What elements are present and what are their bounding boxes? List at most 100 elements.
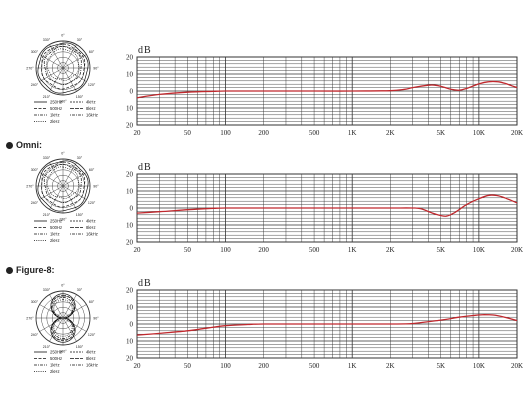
polar-angle-label: 210° — [43, 95, 51, 99]
legend-label: 16kHz — [86, 363, 98, 368]
x-tick-label: 1K — [348, 129, 357, 137]
polar-angle-label: 240° — [31, 201, 39, 205]
x-tick-label: 10K — [473, 246, 485, 254]
y-tick-label: 20 — [126, 355, 134, 363]
polar-diagrams: 0° 30° 60° 90° 120° 150° 180° 210° 240° 270° 300° 3… — [26, 34, 99, 375]
polar-angle-label: 240° — [31, 333, 39, 337]
legend-label: 500Hz — [50, 225, 62, 230]
bullet-icon — [6, 267, 13, 274]
polar-spoke — [62, 67, 87, 82]
legend-label: 4kHz — [86, 350, 96, 355]
x-tick-label: 200 — [258, 246, 269, 254]
polar-spoke — [39, 317, 64, 332]
x-tick-label: 20 — [134, 362, 142, 370]
legend-label: 8kHz — [86, 106, 96, 111]
polar-trace — [43, 46, 82, 85]
polar-spoke — [62, 172, 87, 187]
polar-spoke — [49, 317, 64, 342]
polar-spoke — [39, 304, 64, 319]
polar-angle-label: 150° — [76, 95, 84, 99]
x-tick-label: 10K — [473, 129, 485, 137]
y-tick-label: 10 — [126, 304, 134, 312]
polar-angle-label: 180° — [59, 350, 67, 354]
x-tick-label: 20 — [134, 246, 142, 254]
x-tick-label: 50 — [184, 362, 192, 370]
y-tick-label: 10 — [126, 188, 134, 196]
legend-label: 4kHz — [86, 100, 96, 105]
polar-spoke — [62, 317, 77, 342]
figure8-label-text: Figure-8: — [16, 265, 55, 275]
polar-diagram-2: 0° 30° 60° 90° 120° 150° 180° 210° 240° 270° 300° 3… — [26, 152, 99, 244]
x-tick-label: 500 — [309, 129, 320, 137]
x-tick-label: 20K — [511, 246, 523, 254]
y-tick-label: 10 — [126, 71, 134, 79]
polar-angle-label: 120° — [88, 83, 96, 87]
polar-angle-label: 0° — [61, 34, 65, 38]
polar-trace — [50, 293, 76, 343]
x-tick-label: 50 — [184, 129, 192, 137]
polar-angle-label: 120° — [88, 333, 96, 337]
y-tick-label: 0 — [130, 321, 134, 329]
x-tick-label: 100 — [220, 246, 231, 254]
polar-spoke — [49, 294, 64, 319]
polar-angle-label: 60° — [89, 50, 95, 54]
polar-angle-label: 90° — [93, 317, 99, 321]
y-axis-label: dB — [138, 45, 152, 56]
x-tick-label: 2K — [386, 129, 395, 137]
x-tick-label: 100 — [220, 362, 231, 370]
legend-label: 1kHz — [50, 113, 60, 118]
legend-label: 2kHz — [50, 369, 60, 374]
legend-label: 250Hz — [50, 100, 62, 105]
polar-angle-label: 270° — [26, 185, 34, 189]
x-tick-label: 10K — [473, 362, 485, 370]
polar-angle-label: 150° — [76, 345, 84, 349]
x-tick-label: 200 — [258, 129, 269, 137]
polar-trace — [41, 43, 86, 90]
polar-trace — [46, 166, 79, 199]
y-tick-label: 10 — [126, 222, 134, 230]
polar-trace — [53, 299, 73, 337]
legend-label: 2kHz — [50, 119, 60, 124]
x-tick-label: 500 — [309, 246, 320, 254]
polar-angle-label: 30° — [77, 288, 83, 292]
omni-pattern-label: Omni: — [6, 140, 42, 150]
legend-label: 1kHz — [50, 363, 60, 368]
x-tick-label: 20K — [511, 129, 523, 137]
polar-angle-label: 180° — [59, 218, 67, 222]
polar-angle-label: 30° — [77, 156, 83, 160]
polar-spoke — [62, 162, 77, 187]
polar-angle-label: 330° — [43, 156, 51, 160]
polar-angle-label: 30° — [77, 38, 83, 42]
response-curve — [136, 313, 518, 336]
polar-spoke — [49, 67, 64, 92]
polar-trace — [51, 294, 75, 342]
x-tick-label: 2K — [386, 362, 395, 370]
polar-trace — [41, 161, 86, 208]
plot-frame — [136, 173, 518, 243]
polar-spoke — [62, 317, 87, 332]
polar-spoke — [62, 304, 87, 319]
x-tick-label: 1K — [348, 246, 357, 254]
polar-angle-label: 240° — [31, 83, 39, 87]
polar-angle-label: 300° — [31, 50, 39, 54]
y-axis-label: dB — [138, 278, 152, 289]
polar-trace — [46, 48, 79, 81]
legend-label: 8kHz — [86, 356, 96, 361]
polar-diagram-3: 0° 30° 60° 90° 120° 150° 180° 210° 240° 270° 300° 3… — [26, 284, 99, 375]
legend-label: 500Hz — [50, 356, 62, 361]
polar-spoke — [39, 54, 64, 69]
polar-spoke — [62, 294, 77, 319]
polar-angle-label: 210° — [43, 345, 51, 349]
polar-angle-label: 0° — [61, 152, 65, 156]
polar-spoke — [39, 185, 64, 200]
y-axis-label: dB — [138, 162, 152, 173]
polar-spoke — [39, 67, 64, 82]
y-tick-label: 10 — [126, 105, 134, 113]
x-tick-label: 5K — [436, 246, 445, 254]
response-curve — [136, 80, 518, 99]
x-tick-label: 20K — [511, 362, 523, 370]
